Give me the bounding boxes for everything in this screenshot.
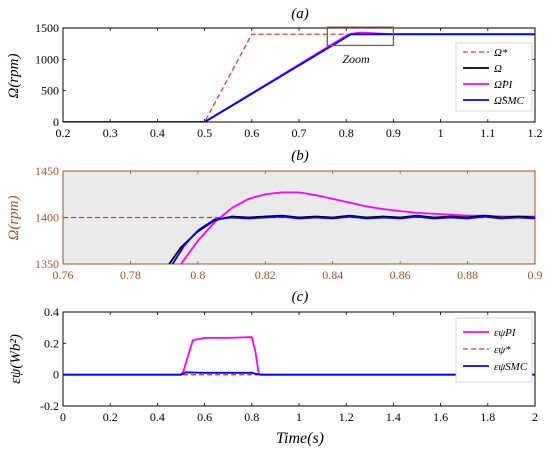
x-tick-label: 0.76 [53, 268, 74, 282]
panel-b-series [63, 191, 535, 264]
x-tick-label: 0.4 [150, 126, 165, 140]
legend-label-omegaref: Ω* [494, 47, 508, 59]
y-tick-label: 1350 [35, 257, 59, 271]
panel-a-y-axis-label: Ω(rpm) [6, 53, 22, 98]
x-tick-label: 0.86 [390, 268, 411, 282]
panel-c-y-axis-label: εψ(Wb²) [8, 334, 24, 384]
legend-label-eps-psi-smc: εψSMC [494, 361, 528, 373]
panel-b-label: (b) [291, 148, 309, 164]
series-line-omega-hat-smc [171, 215, 535, 264]
panel-c-x-axis-label: Time(s) [276, 430, 324, 447]
panel-c-y-ticks: -0.2 0 0.2 0.4 [40, 305, 535, 413]
y-tick-label: 500 [41, 84, 59, 98]
x-tick-label: 0.6 [244, 126, 259, 140]
panel-a-x-ticks: 0.2 0.3 0.4 0.5 0.6 0.7 0.8 0.9 1 1.1 1.2 [56, 28, 543, 140]
x-tick-label: 0 [60, 410, 66, 424]
x-tick-label: 0.5 [197, 126, 212, 140]
y-tick-label: 1450 [35, 164, 59, 178]
x-tick-label: 1.1 [480, 126, 495, 140]
panel-a-y-ticks: 0 500 1000 1500 [35, 21, 535, 129]
panel-c-legend-box [455, 317, 533, 383]
x-tick-label: 0.84 [322, 268, 343, 282]
x-tick-label: 1 [438, 126, 444, 140]
legend-label-omega: Ω [494, 63, 502, 75]
legend-label-eps-psi-ref: εψ* [494, 344, 511, 356]
x-tick-label: 0.78 [120, 268, 141, 282]
x-tick-label: 0.2 [103, 410, 118, 424]
x-tick-label: 0.82 [255, 268, 276, 282]
panel-a-series [63, 31, 535, 122]
legend-label-eps-psi-pi: εψPI [494, 327, 517, 339]
y-tick-label: 1400 [35, 211, 59, 225]
x-tick-label: 0.7 [292, 126, 307, 140]
y-tick-label: 0.4 [44, 305, 59, 319]
panel-c-x-ticks: 0 0.2 0.4 0.6 0.8 1 1.2 1.4 1.6 1.8 2 [60, 312, 538, 424]
zoom-box [326, 26, 395, 47]
zoom-label: Zoom [342, 52, 370, 66]
x-tick-label: 0.9 [528, 268, 543, 282]
series-line-eps-psi-smc [63, 371, 535, 376]
series-line-omega-hat-smc [63, 33, 535, 122]
panel-c: (c) 0 0.2 0.4 0.6 0.8 1 1.2 1.4 1.6 1.8 2 -0.200.2… [8, 289, 538, 447]
x-tick-label: 1.4 [386, 410, 401, 424]
x-tick-label: 1.2 [528, 126, 543, 140]
legend-label-omega-hat-pi: Ω̂PI [494, 79, 514, 91]
y-tick-label: 0.2 [44, 336, 59, 350]
x-tick-label: 1.2 [339, 410, 354, 424]
x-tick-label: 0.88 [457, 268, 478, 282]
y-tick-label: -0.2 [40, 399, 59, 413]
x-tick-label: 0.8 [339, 126, 354, 140]
y-tick-label: 0 [53, 368, 59, 382]
panel-b-y-ticks: 1350 1400 1450 [35, 164, 535, 271]
x-tick-label: 0.4 [150, 410, 165, 424]
x-tick-label: 0.8 [190, 268, 205, 282]
y-tick-label: 1500 [35, 21, 59, 35]
x-tick-label: 1 [296, 410, 302, 424]
panel-a-label: (a) [291, 6, 309, 22]
panel-a-legend: Ω* Ω Ω̂PI Ω̂SMC [455, 42, 533, 112]
x-tick-label: 0.6 [197, 410, 212, 424]
x-tick-label: 0.3 [103, 126, 118, 140]
x-tick-label: 1.6 [433, 410, 448, 424]
x-tick-label: 2 [532, 410, 538, 424]
panel-a: (a) 0.2 0.3 0.4 0.5 0.6 0.7 0.8 0.9 1 1.1 1.2 0 500… [6, 6, 543, 140]
y-tick-label: 0 [53, 115, 59, 129]
y-tick-label: 1000 [35, 52, 59, 66]
legend-label-omega-hat-smc: Ω̂SMC [494, 95, 525, 107]
x-tick-label: 1.8 [480, 410, 495, 424]
series-line-omega-hat-pi [180, 191, 535, 264]
x-tick-label: 0.8 [244, 410, 259, 424]
panel-b-x-ticks: 0.76 0.78 0.8 0.82 0.84 0.86 0.88 0.9 [53, 171, 543, 282]
panel-c-legend: εψPI εψ* εψSMC [455, 317, 533, 383]
x-tick-label: 0.9 [386, 126, 401, 140]
panel-b: (b) 0.76 0.78 0.8 0.82 0.84 0.86 0.88 0.9 13501… [6, 148, 543, 282]
x-tick-label: 0.2 [56, 126, 71, 140]
panel-b-y-axis-label: Ω(rpm) [6, 195, 22, 240]
panel-c-label: (c) [292, 289, 309, 305]
